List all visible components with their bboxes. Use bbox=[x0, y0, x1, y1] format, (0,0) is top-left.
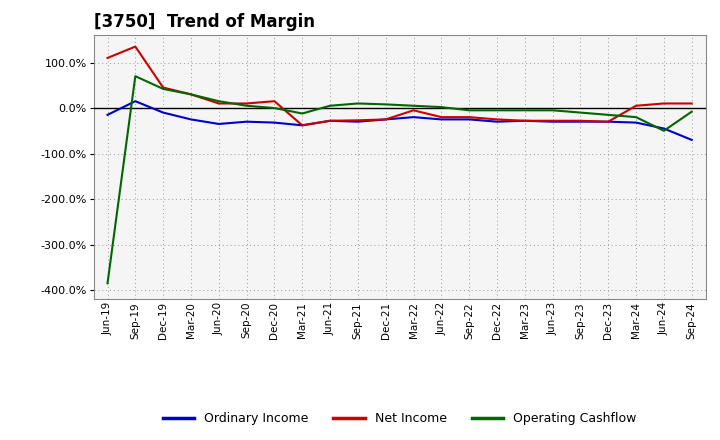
Ordinary Income bbox=[103, 112, 112, 117]
Operating Cashflow bbox=[409, 103, 418, 108]
Net Income bbox=[492, 117, 501, 122]
Ordinary Income bbox=[437, 117, 446, 122]
Ordinary Income bbox=[131, 99, 140, 104]
Line: Ordinary Income: Ordinary Income bbox=[107, 101, 692, 140]
Ordinary Income bbox=[270, 120, 279, 125]
Ordinary Income bbox=[325, 118, 334, 123]
Net Income bbox=[325, 118, 334, 123]
Operating Cashflow bbox=[382, 102, 390, 107]
Operating Cashflow bbox=[437, 104, 446, 110]
Line: Operating Cashflow: Operating Cashflow bbox=[107, 76, 692, 283]
Net Income bbox=[298, 123, 307, 128]
Legend: Ordinary Income, Net Income, Operating Cashflow: Ordinary Income, Net Income, Operating C… bbox=[158, 407, 642, 430]
Net Income bbox=[159, 85, 168, 90]
Net Income bbox=[103, 55, 112, 61]
Operating Cashflow bbox=[186, 92, 195, 97]
Net Income bbox=[631, 103, 640, 108]
Ordinary Income bbox=[159, 110, 168, 115]
Operating Cashflow bbox=[242, 103, 251, 108]
Ordinary Income bbox=[409, 114, 418, 120]
Ordinary Income bbox=[521, 118, 529, 123]
Net Income bbox=[604, 119, 613, 125]
Net Income bbox=[549, 118, 557, 123]
Ordinary Income bbox=[186, 117, 195, 122]
Ordinary Income bbox=[604, 119, 613, 125]
Net Income bbox=[660, 101, 668, 106]
Operating Cashflow bbox=[354, 101, 362, 106]
Ordinary Income bbox=[549, 119, 557, 125]
Operating Cashflow bbox=[688, 109, 696, 114]
Net Income bbox=[688, 101, 696, 106]
Net Income bbox=[215, 101, 223, 106]
Ordinary Income bbox=[354, 119, 362, 125]
Ordinary Income bbox=[660, 126, 668, 131]
Net Income bbox=[576, 118, 585, 123]
Net Income bbox=[270, 99, 279, 104]
Operating Cashflow bbox=[298, 111, 307, 116]
Operating Cashflow bbox=[576, 110, 585, 115]
Net Income bbox=[437, 114, 446, 120]
Operating Cashflow bbox=[103, 281, 112, 286]
Ordinary Income bbox=[215, 121, 223, 127]
Ordinary Income bbox=[576, 119, 585, 125]
Operating Cashflow bbox=[660, 128, 668, 133]
Net Income bbox=[382, 117, 390, 122]
Ordinary Income bbox=[382, 117, 390, 122]
Ordinary Income bbox=[631, 120, 640, 125]
Text: [3750]  Trend of Margin: [3750] Trend of Margin bbox=[94, 13, 315, 31]
Net Income bbox=[354, 117, 362, 123]
Ordinary Income bbox=[465, 117, 474, 122]
Ordinary Income bbox=[688, 137, 696, 143]
Net Income bbox=[521, 118, 529, 123]
Operating Cashflow bbox=[159, 86, 168, 92]
Operating Cashflow bbox=[521, 108, 529, 113]
Operating Cashflow bbox=[492, 108, 501, 113]
Operating Cashflow bbox=[131, 73, 140, 79]
Ordinary Income bbox=[242, 119, 251, 125]
Operating Cashflow bbox=[604, 112, 613, 117]
Operating Cashflow bbox=[270, 106, 279, 111]
Ordinary Income bbox=[298, 123, 307, 128]
Net Income bbox=[465, 114, 474, 120]
Net Income bbox=[409, 108, 418, 113]
Net Income bbox=[131, 44, 140, 49]
Net Income bbox=[242, 101, 251, 106]
Operating Cashflow bbox=[215, 99, 223, 104]
Ordinary Income bbox=[492, 119, 501, 125]
Operating Cashflow bbox=[325, 103, 334, 108]
Operating Cashflow bbox=[549, 108, 557, 113]
Line: Net Income: Net Income bbox=[107, 47, 692, 125]
Net Income bbox=[186, 92, 195, 97]
Operating Cashflow bbox=[465, 108, 474, 113]
Operating Cashflow bbox=[631, 114, 640, 120]
